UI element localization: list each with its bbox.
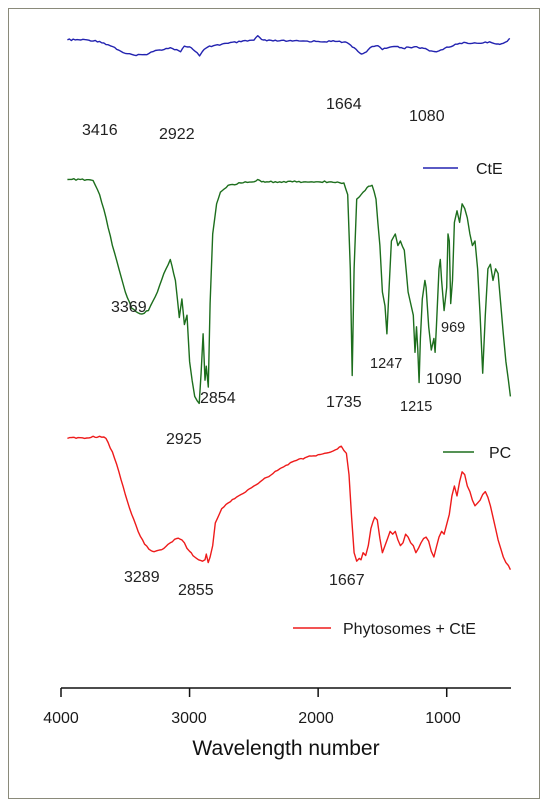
peak-label-phy-2855: 2855: [178, 582, 214, 599]
x-tick-label-1000: 1000: [425, 710, 461, 727]
peak-label-pc-969: 969: [441, 320, 465, 336]
legend-phytosomes: Phytosomes + CtE: [293, 621, 476, 638]
peak-label-pc-2925: 2925: [166, 431, 202, 448]
peak-label-pc-3369: 3369: [111, 299, 147, 316]
peak-label-pc-1247: 1247: [370, 356, 402, 372]
x-axis-ticks: [60, 688, 448, 697]
legend-label-pc: PC: [489, 445, 511, 462]
peak-label-pc-1215: 1215: [400, 399, 432, 415]
peak-label-cte-2922: 2922: [159, 126, 195, 143]
peak-label-pc-1735: 1735: [326, 394, 362, 411]
x-tick-label-4000: 4000: [43, 710, 79, 727]
legend-cte: CtE: [423, 161, 503, 178]
peak-label-cte-1664: 1664: [326, 96, 362, 113]
peak-label-pc-1090: 1090: [426, 371, 462, 388]
peak-label-phy-1667: 1667: [329, 572, 365, 589]
peak-label-cte-3416: 3416: [82, 122, 118, 139]
figure-frame: [8, 8, 540, 799]
peak-label-pc-2854: 2854: [200, 390, 236, 407]
legend-label-phytosomes: Phytosomes + CtE: [343, 621, 476, 638]
x-tick-label-2000: 2000: [298, 710, 334, 727]
x-tick-label-3000: 3000: [171, 710, 207, 727]
series-line-cte: [67, 35, 511, 57]
peak-label-cte-1080: 1080: [409, 108, 445, 125]
legend-label-cte: CtE: [476, 161, 503, 178]
series-line-phytosomes: [67, 435, 512, 571]
series-line-pc: [67, 178, 512, 405]
legend-pc: PC: [443, 445, 511, 462]
peak-label-phy-3289: 3289: [124, 569, 160, 586]
x-axis-title: Wavelength number: [192, 737, 379, 760]
traces-layer: [67, 35, 512, 571]
